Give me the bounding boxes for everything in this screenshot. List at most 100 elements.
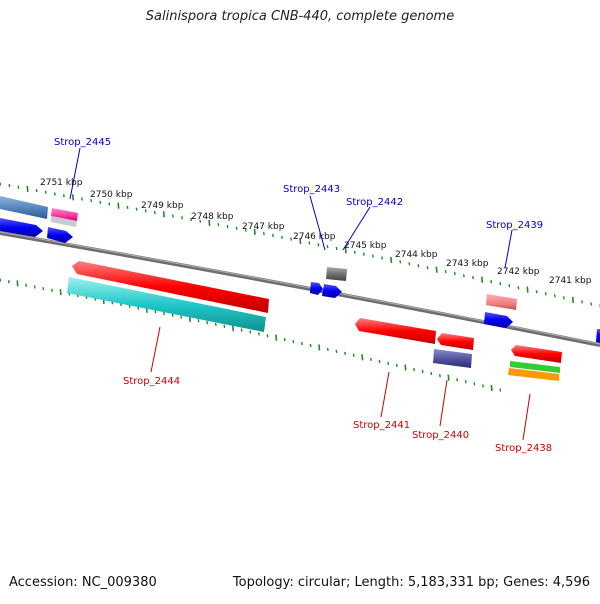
scale-minor-tick xyxy=(155,310,156,313)
topology-text: Topology: circular; Length: 5,183,331 bp… xyxy=(233,575,590,590)
scale-major-tick xyxy=(233,325,234,331)
scale-minor-tick xyxy=(250,331,251,334)
scale-minor-tick xyxy=(0,183,1,186)
scale-minor-tick xyxy=(284,338,285,341)
label-strop-2440[interactable]: Strop_2440 xyxy=(412,430,469,441)
scale-minor-tick xyxy=(445,270,446,273)
scale-minor-tick xyxy=(336,247,337,250)
scale-minor-tick xyxy=(409,262,410,265)
leader-strop-2440 xyxy=(440,380,447,426)
label-strop-2443[interactable]: Strop_2443 xyxy=(283,184,340,195)
scale-minor-tick xyxy=(55,192,56,195)
scale-minor-tick xyxy=(173,214,174,217)
scale-minor-tick xyxy=(318,243,319,246)
scale-minor-tick xyxy=(18,186,19,189)
scale-minor-tick xyxy=(100,201,101,204)
label-strop-2438[interactable]: Strop_2438 xyxy=(495,443,552,454)
label-strop-2445[interactable]: Strop_2445 xyxy=(54,137,111,148)
scale-minor-tick xyxy=(371,358,372,361)
label-strop-2439[interactable]: Strop_2439 xyxy=(486,220,543,231)
scale-minor-tick xyxy=(336,350,337,353)
scale-minor-tick xyxy=(9,280,10,283)
gene-block-strop-2440-slate[interactable] xyxy=(433,349,472,368)
scale-minor-tick xyxy=(582,300,583,303)
scale-major-tick xyxy=(362,354,363,360)
scale-minor-tick xyxy=(241,329,242,332)
scale-minor-tick xyxy=(457,378,458,381)
gene-arrow-strop-2441[interactable] xyxy=(355,318,436,344)
scale-minor-tick xyxy=(273,234,274,237)
scale-minor-tick xyxy=(455,272,456,275)
scale-major-tick xyxy=(60,289,61,295)
scale-minor-tick xyxy=(500,389,501,392)
gene-arrow-strop-2440-red[interactable] xyxy=(437,333,474,350)
scale-minor-tick xyxy=(182,216,183,219)
gene-arrow-strop-2438-red[interactable] xyxy=(511,345,562,363)
scale-label: 2742 kbp xyxy=(497,267,540,277)
scale-label: 2744 kbp xyxy=(395,250,438,260)
scale-major-tick xyxy=(405,364,406,370)
scale-major-tick xyxy=(448,375,449,381)
scale-minor-tick xyxy=(109,203,110,206)
scale-minor-tick xyxy=(34,285,35,288)
scale-minor-tick xyxy=(345,352,346,355)
scale-major-tick xyxy=(573,297,574,303)
leader-strop-2444 xyxy=(151,327,160,372)
leader-strop-2445 xyxy=(70,148,80,199)
scale-minor-tick xyxy=(224,325,225,328)
scale-minor-tick xyxy=(373,255,374,258)
scale-minor-tick xyxy=(181,316,182,319)
label-strop-2441[interactable]: Strop_2441 xyxy=(353,420,410,431)
leader-strop-2441 xyxy=(381,372,389,417)
scale-label: 2749 kbp xyxy=(141,201,184,211)
label-strop-2444[interactable]: Strop_2444 xyxy=(123,376,180,387)
scale-minor-tick xyxy=(172,314,173,317)
scale-minor-tick xyxy=(218,223,219,226)
scale-minor-tick xyxy=(353,354,354,357)
scale-label: 2751 kbp xyxy=(40,178,83,188)
gene-arrow-strop-2443[interactable] xyxy=(310,282,323,295)
gene-block-strop-2442[interactable] xyxy=(326,267,347,281)
scale-minor-tick xyxy=(216,323,217,326)
gene-arrow-blue-4[interactable] xyxy=(484,312,513,328)
scale-minor-tick xyxy=(355,251,356,254)
scale-minor-tick xyxy=(26,284,27,287)
scale-major-tick xyxy=(17,280,18,286)
scale-minor-tick xyxy=(236,227,237,230)
scale-minor-tick xyxy=(155,211,156,214)
scale-label: 2747 kbp xyxy=(242,222,285,232)
accession-text: Accession: NC_009380 xyxy=(9,575,157,590)
gene-block-strop-2439[interactable] xyxy=(486,294,517,310)
scale-minor-tick xyxy=(82,197,83,200)
scale-minor-tick xyxy=(536,290,537,293)
scale-minor-tick xyxy=(52,289,53,292)
gene-arrow-blue-5[interactable] xyxy=(596,329,600,343)
scale-minor-tick xyxy=(545,292,546,295)
gene-block-steelblue[interactable] xyxy=(0,196,48,219)
scale-minor-tick xyxy=(291,238,292,241)
scale-major-tick xyxy=(27,186,28,192)
scale-minor-tick xyxy=(0,279,1,282)
scale-label: 2746 kbp xyxy=(293,232,336,242)
scale-major-tick xyxy=(436,267,437,273)
scale-minor-tick xyxy=(45,191,46,194)
scale-minor-tick xyxy=(267,334,268,337)
scale-minor-tick xyxy=(227,225,228,228)
scale-minor-tick xyxy=(293,340,294,343)
scale-label: 2748 kbp xyxy=(191,212,234,222)
scale-label: 2741 kbp xyxy=(549,276,592,286)
scale-minor-tick xyxy=(198,319,199,322)
scale-minor-tick xyxy=(328,348,329,351)
scale-label: 2745 kbp xyxy=(344,241,387,251)
scale-minor-tick xyxy=(282,236,283,239)
scale-minor-tick xyxy=(400,260,401,263)
scale-minor-tick xyxy=(418,264,419,267)
scale-minor-tick xyxy=(259,332,260,335)
scale-minor-tick xyxy=(164,312,165,315)
scale-major-tick xyxy=(319,344,320,350)
scale-major-tick xyxy=(482,277,483,283)
label-strop-2442[interactable]: Strop_2442 xyxy=(346,197,403,208)
scale-minor-tick xyxy=(414,368,415,371)
scale-minor-tick xyxy=(127,206,128,209)
